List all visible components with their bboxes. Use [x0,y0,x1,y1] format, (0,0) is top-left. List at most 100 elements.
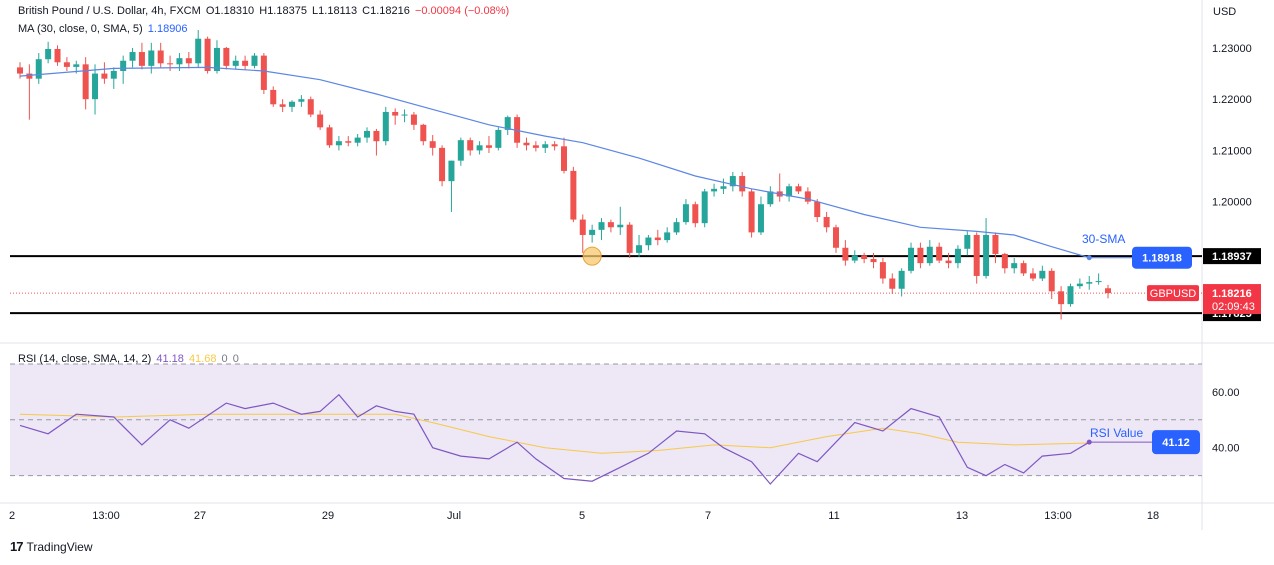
candle-body[interactable] [457,140,464,161]
candle-body[interactable] [1001,253,1008,269]
candle-body[interactable] [495,129,502,148]
candle-body[interactable] [307,99,314,115]
candle-body[interactable] [720,186,727,189]
candle-body[interactable] [645,237,652,246]
candle-body[interactable] [926,246,933,264]
candle-body[interactable] [579,219,586,235]
candle-body[interactable] [729,176,736,187]
candle-body[interactable] [176,58,183,65]
candle-body[interactable] [138,52,145,66]
candle-body[interactable] [607,222,614,228]
candle-body[interactable] [664,232,671,241]
candle-body[interactable] [260,55,267,90]
candle-body[interactable] [936,246,943,261]
candle-body[interactable] [110,70,117,79]
candle-body[interactable] [279,104,286,107]
candle-body[interactable] [345,141,352,143]
candle-body[interactable] [317,114,324,128]
candle-body[interactable] [73,64,80,67]
candle-body[interactable] [148,50,155,66]
candle-body[interactable] [1048,270,1055,292]
candle-body[interactable] [223,47,230,66]
candle-body[interactable] [1105,288,1111,294]
candle-body[interactable] [833,227,839,248]
candle-body[interactable] [401,114,408,116]
candle-body[interactable] [26,73,33,79]
candle-body[interactable] [195,38,202,64]
candle-body[interactable] [561,146,567,171]
candle-body[interactable] [589,229,596,235]
candle-body[interactable] [861,255,868,260]
candle-body[interactable] [889,278,896,289]
candle-body[interactable] [213,47,220,71]
candle-body[interactable] [767,191,774,205]
candle-body[interactable] [232,60,239,66]
candle-body[interactable] [917,247,924,264]
candle-body[interactable] [682,204,689,223]
candle-body[interactable] [795,186,802,192]
candle-body[interactable] [954,248,961,264]
candle-body[interactable] [748,191,755,233]
candle-body[interactable] [692,204,699,224]
candle-body[interactable] [842,247,849,261]
candle-body[interactable] [485,145,492,148]
candle-body[interactable] [504,117,511,130]
candle-body[interactable] [870,259,877,263]
candle-body[interactable] [964,234,971,249]
candle-body[interactable] [335,141,342,146]
candle-body[interactable] [532,145,539,148]
candle-body[interactable] [289,101,295,107]
candle-body[interactable] [973,234,980,276]
candle-body[interactable] [429,141,436,148]
candle-body[interactable] [983,234,990,276]
candle-body[interactable] [439,147,446,182]
candle-body[interactable] [898,270,905,289]
candle-body[interactable] [185,58,192,64]
candle-body[interactable] [823,217,830,228]
candle-body[interactable] [82,64,89,100]
candle-body[interactable] [92,73,99,100]
candle-body[interactable] [373,130,380,142]
candle-body[interactable] [542,144,549,148]
candle-body[interactable] [1058,291,1065,305]
candle-body[interactable] [298,99,305,102]
candle-body[interactable] [204,38,211,71]
candle-body[interactable] [326,127,333,146]
candle-body[interactable] [1011,263,1018,269]
symbol-title[interactable]: British Pound / U.S. Dollar, 4h, FXCM [18,5,201,17]
candle-body[interactable] [120,60,127,71]
candle-body[interactable] [35,59,42,79]
candle-body[interactable] [17,67,23,74]
candle-body[interactable] [636,245,643,253]
rsi-legend[interactable]: RSI (14, close, SMA, 14, 2) 41.18 41.68 … [18,353,241,365]
candle-body[interactable] [814,201,821,218]
candle-body[interactable] [739,176,746,192]
candle-body[interactable] [157,50,164,64]
candle-body[interactable] [1076,283,1083,287]
candle-body[interactable] [851,255,858,261]
candle-body[interactable] [382,111,389,142]
candle-body[interactable] [410,114,417,125]
tradingview-logo[interactable]: 17 TradingView [10,539,93,554]
candle-body[interactable] [420,124,427,142]
candle-body[interactable] [45,48,52,60]
candle-body[interactable] [757,204,764,233]
candle-body[interactable] [786,186,793,197]
candle-body[interactable] [476,145,483,151]
ma-legend[interactable]: MA (30, close, 0, SMA, 5) 1.18906 [18,23,190,35]
candle-body[interactable] [167,63,174,65]
candle-body[interactable] [879,262,886,279]
candle-body[interactable] [626,224,633,253]
candle-body[interactable] [1095,281,1102,283]
candle-body[interactable] [701,191,708,224]
candle-body[interactable] [1029,273,1036,279]
candle-body[interactable] [523,142,530,146]
candle-body[interactable] [945,260,952,264]
candle-body[interactable] [617,224,624,228]
candle-body[interactable] [673,222,680,233]
candle-body[interactable] [251,55,258,66]
candle-body[interactable] [1086,282,1093,284]
candle-body[interactable] [570,170,577,220]
candle-body[interactable] [392,111,399,116]
